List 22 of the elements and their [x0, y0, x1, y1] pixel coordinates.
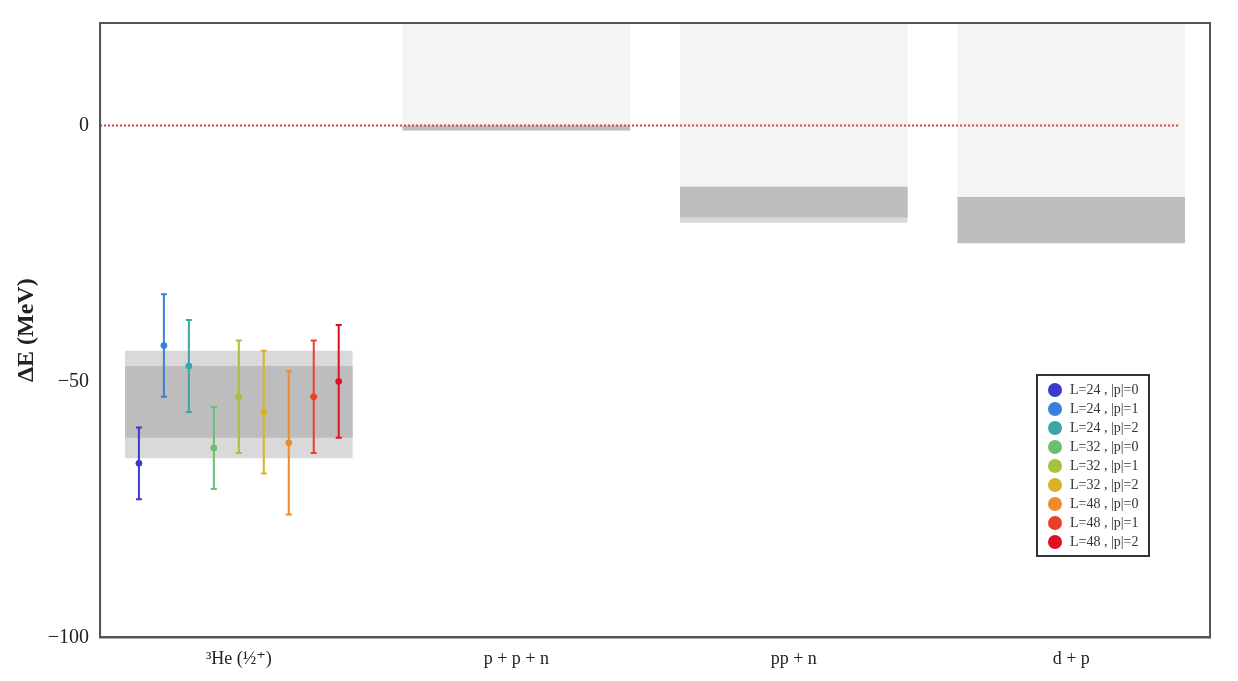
legend-label: L=32 , |p|=1	[1070, 457, 1139, 474]
y-tick-label: −100	[47, 624, 90, 647]
y-tick-label: 0	[79, 112, 90, 135]
y-axis-title: ΔE (MeV)	[11, 278, 38, 383]
x-tick-label: d + p	[1052, 647, 1090, 668]
x-tick-label: pp + n	[770, 647, 817, 668]
bar	[680, 23, 908, 187]
legend-label: L=48 , |p|=0	[1070, 495, 1139, 512]
legend-label: L=24 , |p|=0	[1070, 381, 1139, 398]
x-tick-label: p + p + n	[483, 647, 549, 668]
legend-label: L=32 , |p|=2	[1070, 476, 1139, 493]
bar	[402, 125, 631, 131]
bar	[957, 197, 1186, 244]
x-tick-label: ³He (½⁺)	[205, 647, 272, 669]
y-tick-label: −50	[57, 368, 90, 391]
legend-label: L=48 , |p|=2	[1070, 533, 1139, 550]
bar	[957, 23, 1186, 198]
legend-label: L=24 , |p|=1	[1070, 400, 1139, 417]
legend-label: L=24 , |p|=2	[1070, 419, 1139, 436]
legend-label: L=32 , |p|=0	[1070, 438, 1139, 455]
bar	[125, 366, 353, 438]
legend-label: L=48 , |p|=1	[1070, 514, 1139, 531]
